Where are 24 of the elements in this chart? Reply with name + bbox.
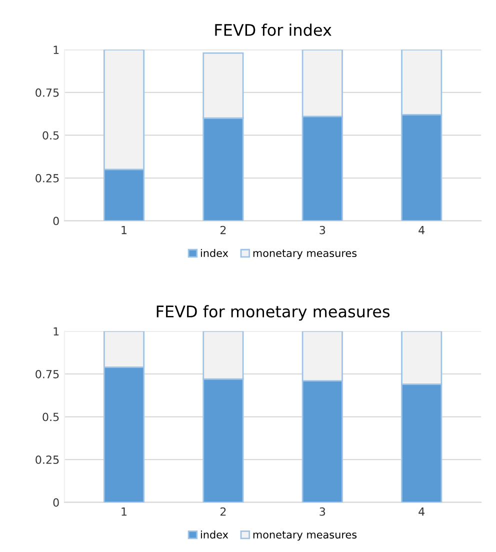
y-tick-label: 1: [54, 327, 59, 336]
y-tick-label: 0.25: [36, 456, 59, 464]
x-tick-label: 4: [418, 226, 425, 234]
x-tick-label: 3: [320, 226, 326, 234]
y-tick-label: 0.75: [36, 88, 59, 97]
y-tick-label: 0: [53, 216, 59, 226]
x-tick-label: 3: [320, 507, 326, 516]
x-tick-label: 2: [220, 507, 226, 516]
y-tick-label: 0.5: [42, 131, 59, 140]
legend-label: index: [200, 249, 228, 258]
y-tick-label: 0.75: [36, 370, 59, 378]
legend-label: monetary measures: [253, 531, 357, 541]
chart-title: FEVD for index: [215, 24, 332, 36]
y-tick-label: 0.25: [36, 174, 59, 182]
legend-label: index: [200, 530, 228, 539]
chart-title: FEVD for monetary measures: [156, 305, 390, 321]
x-tick-label: 1: [122, 226, 127, 234]
x-tick-label: 2: [220, 226, 226, 234]
x-tick-label: 4: [418, 508, 425, 516]
legend-label: monetary measures: [253, 250, 357, 260]
x-tick-label: 1: [122, 508, 127, 516]
y-tick-label: 1: [54, 46, 59, 54]
y-tick-label: 0.5: [42, 412, 59, 422]
y-tick-label: 0: [53, 498, 59, 507]
